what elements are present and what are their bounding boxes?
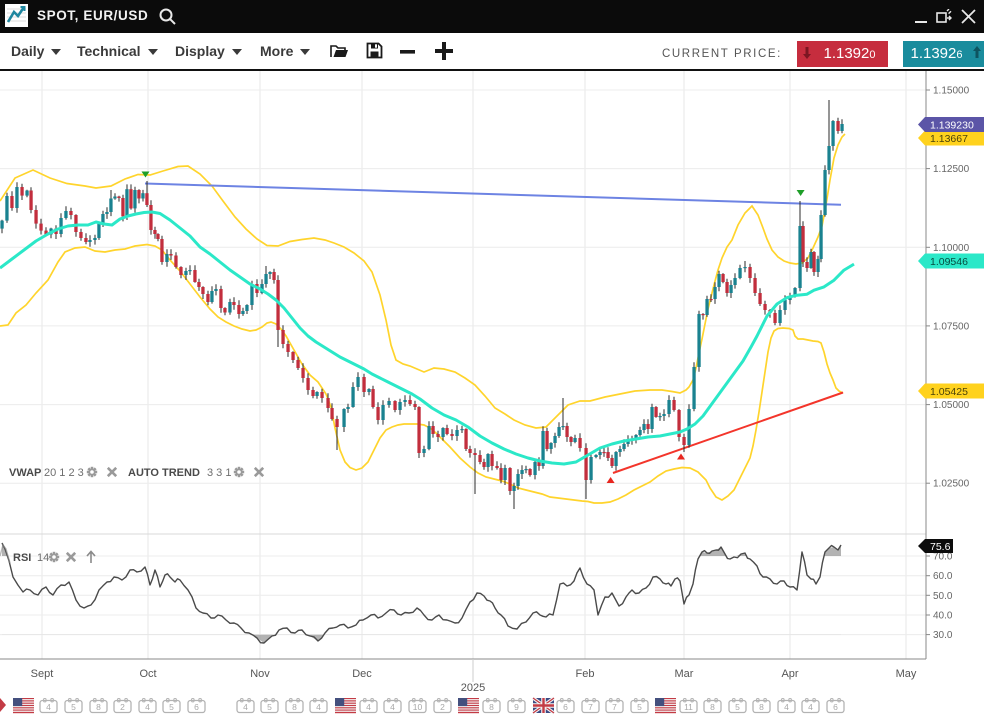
svg-text:Sept: Sept (31, 668, 54, 680)
svg-text:6: 6 (833, 702, 838, 712)
svg-text:1.15000: 1.15000 (933, 86, 970, 97)
svg-text:5: 5 (735, 702, 740, 712)
svg-text:4: 4 (145, 702, 150, 712)
svg-text:50.0: 50.0 (933, 591, 953, 602)
svg-text:RSI: RSI (13, 552, 31, 564)
svg-text:2: 2 (120, 702, 125, 712)
svg-text:AUTO TREND: AUTO TREND (128, 467, 200, 479)
svg-text:8: 8 (489, 702, 494, 712)
svg-text:1.10000: 1.10000 (933, 243, 970, 254)
svg-text:11: 11 (684, 702, 693, 712)
svg-text:30.0: 30.0 (933, 630, 953, 641)
svg-text:1.12500: 1.12500 (933, 164, 970, 175)
svg-text:1.05000: 1.05000 (933, 400, 970, 411)
svg-text:VWAP: VWAP (9, 467, 41, 479)
svg-text:1.02500: 1.02500 (933, 479, 970, 490)
svg-text:60.0: 60.0 (933, 571, 953, 582)
svg-text:Oct: Oct (139, 668, 156, 680)
svg-text:4: 4 (784, 702, 789, 712)
svg-text:20 1 2 3: 20 1 2 3 (44, 467, 84, 479)
svg-text:2: 2 (440, 702, 445, 712)
svg-text:8: 8 (96, 702, 101, 712)
svg-text:5: 5 (267, 702, 272, 712)
svg-text:7: 7 (588, 702, 593, 712)
svg-text:1.139230: 1.139230 (930, 119, 974, 131)
svg-text:6: 6 (563, 702, 568, 712)
svg-text:1.05425: 1.05425 (930, 386, 968, 398)
svg-text:Dec: Dec (352, 668, 372, 680)
svg-text:Apr: Apr (781, 668, 798, 680)
svg-text:5: 5 (637, 702, 642, 712)
svg-text:8: 8 (710, 702, 715, 712)
svg-text:70.0: 70.0 (933, 552, 953, 563)
svg-text:75.6: 75.6 (930, 541, 951, 553)
svg-text:10: 10 (413, 702, 423, 712)
svg-text:6: 6 (194, 702, 199, 712)
svg-text:8: 8 (292, 702, 297, 712)
svg-text:Mar: Mar (675, 668, 694, 680)
svg-text:40.0: 40.0 (933, 611, 953, 622)
svg-text:8: 8 (759, 702, 764, 712)
svg-text:9: 9 (514, 702, 519, 712)
svg-text:1.13667: 1.13667 (930, 133, 968, 145)
svg-text:4: 4 (808, 702, 813, 712)
svg-text:5: 5 (169, 702, 174, 712)
svg-text:Feb: Feb (576, 668, 595, 680)
svg-text:7: 7 (612, 702, 617, 712)
svg-text:May: May (896, 668, 917, 680)
svg-text:4: 4 (46, 702, 51, 712)
svg-text:Nov: Nov (250, 668, 270, 680)
svg-text:3 3 1: 3 3 1 (207, 467, 231, 479)
svg-text:1.09546: 1.09546 (930, 256, 968, 268)
svg-text:4: 4 (390, 702, 395, 712)
svg-text:2025: 2025 (461, 682, 485, 694)
svg-text:5: 5 (71, 702, 76, 712)
svg-text:1.07500: 1.07500 (933, 321, 970, 332)
svg-text:4: 4 (366, 702, 371, 712)
svg-text:14: 14 (37, 552, 49, 564)
svg-text:4: 4 (243, 702, 248, 712)
svg-text:4: 4 (316, 702, 321, 712)
